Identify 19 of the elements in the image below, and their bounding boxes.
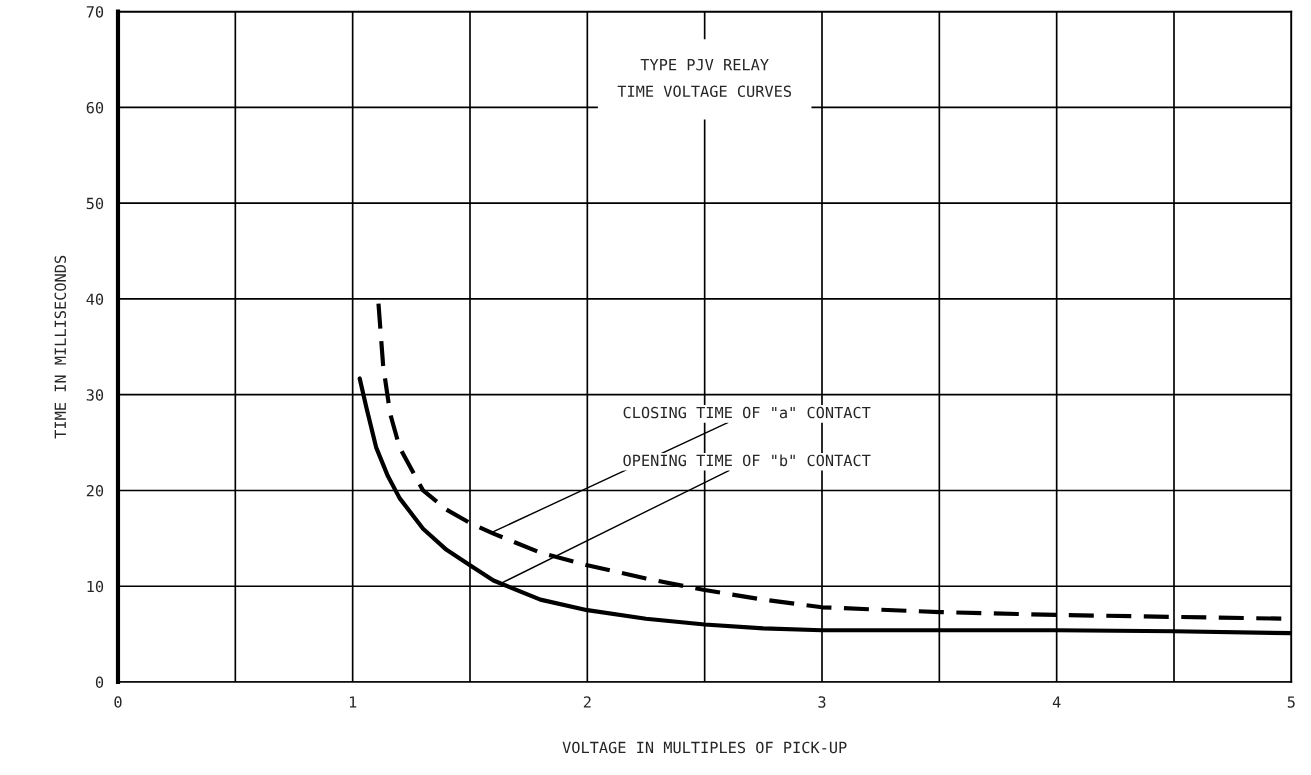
- y-tick-label: 30: [86, 389, 104, 401]
- annotation: CLOSING TIME OF "a" CONTACT: [623, 406, 871, 419]
- y-tick-label: 40: [86, 293, 104, 305]
- x-axis-title: VOLTAGE IN MULTIPLES OF PICK-UP: [562, 741, 847, 754]
- y-tick-label: 60: [86, 101, 104, 114]
- y-tick-label: 0: [95, 676, 104, 689]
- x-tick-label: 4: [1052, 696, 1061, 708]
- y-tick-label: 10: [87, 580, 104, 593]
- x-tick-label: 1: [349, 696, 357, 708]
- y-tick-label: 20: [86, 484, 104, 497]
- x-tick-label: 0: [114, 696, 122, 708]
- y-tick-label: 70: [86, 6, 104, 18]
- annotation: OPENING TIME OF "b" CONTACT: [623, 454, 871, 467]
- y-tick-label: 50: [86, 197, 104, 210]
- text: TYPE PJV RELAY TIME VOLTAGE CURVES: [617, 59, 792, 98]
- y-axis-title: TIME IN MILLISECONDS: [54, 255, 67, 439]
- x-tick-label: 5: [1287, 696, 1295, 708]
- x-tick-label: 2: [583, 696, 591, 708]
- x-tick-label: 3: [818, 696, 826, 708]
